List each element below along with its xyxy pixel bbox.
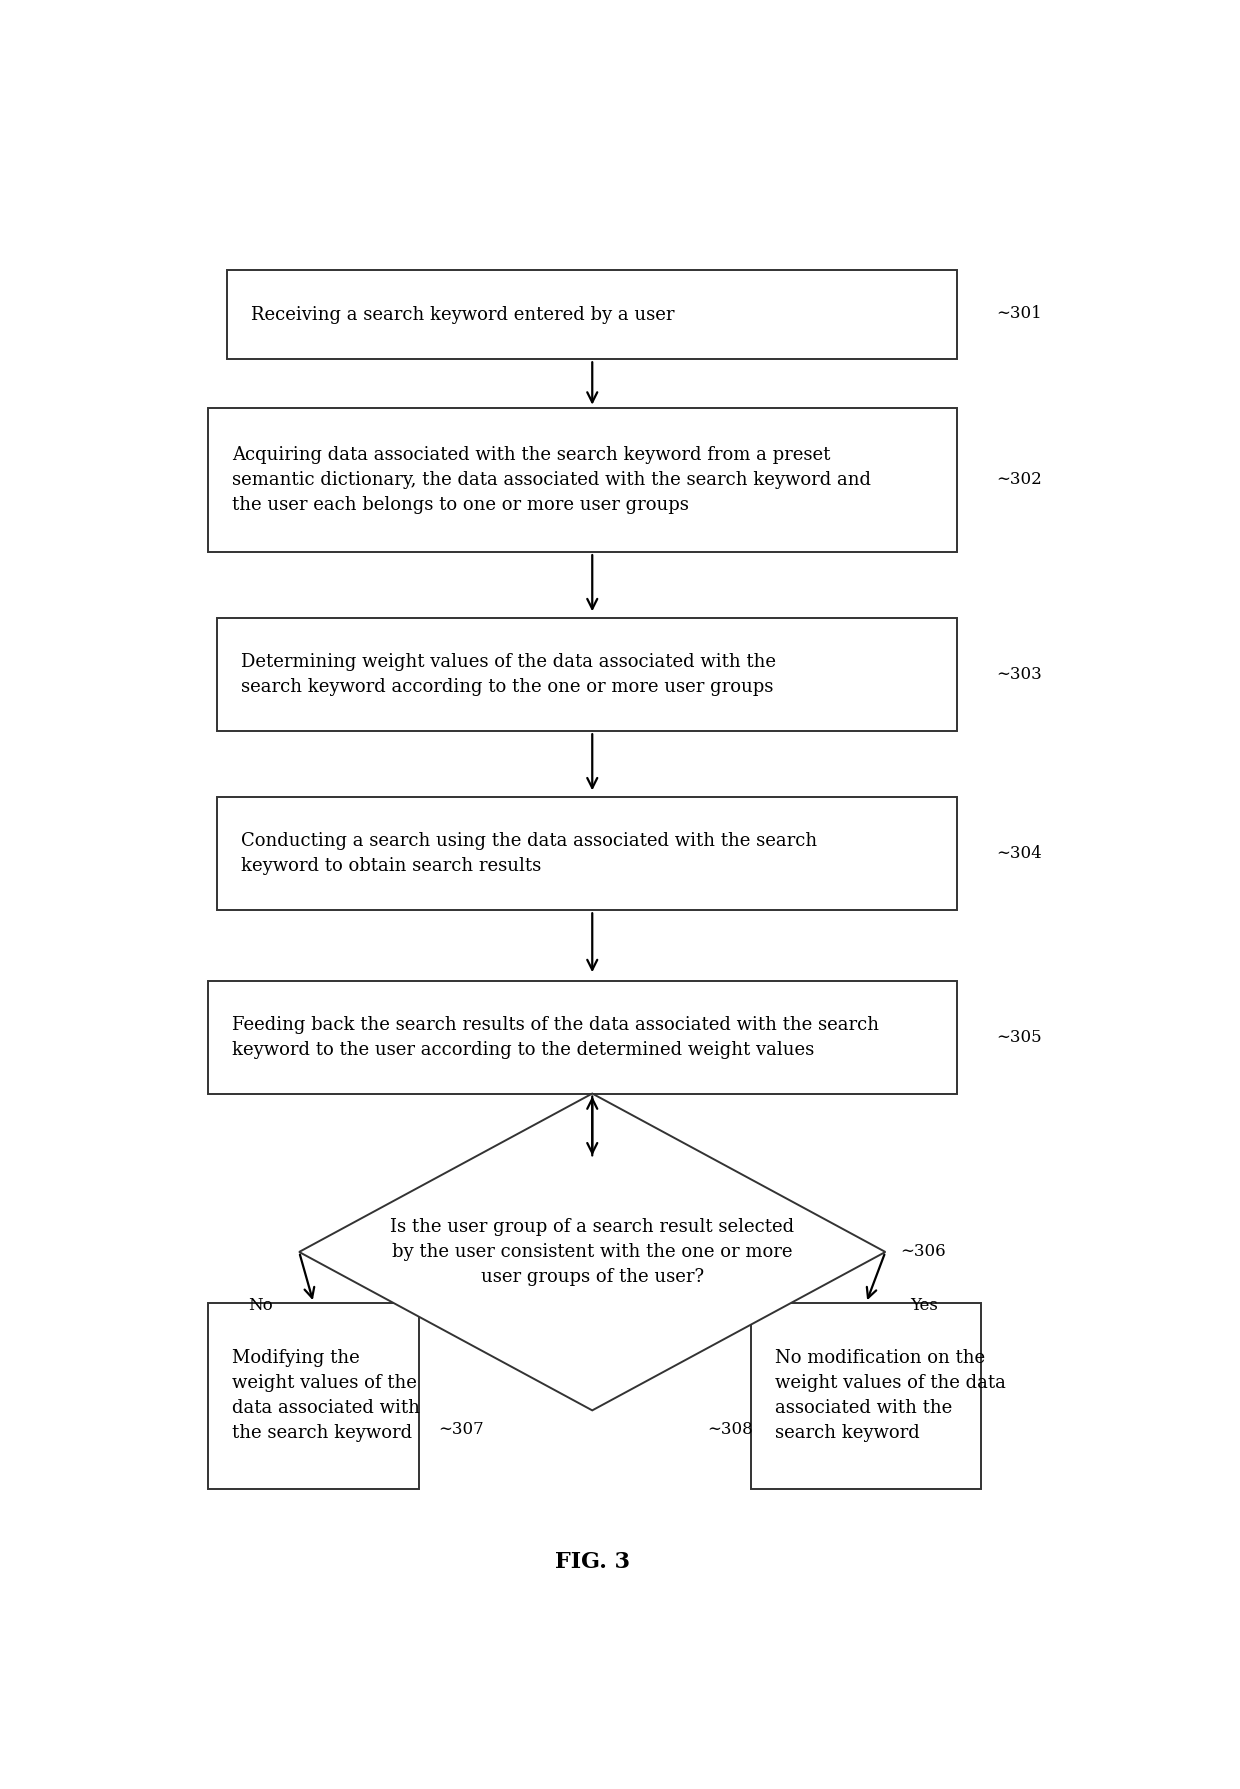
Text: ∼307: ∼307 (439, 1420, 485, 1438)
Text: ∼303: ∼303 (996, 666, 1042, 683)
Text: Yes: Yes (910, 1297, 937, 1315)
Text: Is the user group of a search result selected
by the user consistent with the on: Is the user group of a search result sel… (391, 1218, 795, 1286)
Bar (217, 798, 957, 911)
Bar (208, 980, 957, 1093)
Bar (227, 270, 957, 360)
Polygon shape (299, 1093, 885, 1410)
Text: ∼305: ∼305 (996, 1029, 1042, 1045)
Text: Determining weight values of the data associated with the
search keyword accordi: Determining weight values of the data as… (242, 653, 776, 696)
Text: ∼308: ∼308 (708, 1420, 754, 1438)
Text: No: No (248, 1297, 273, 1315)
Bar (208, 1302, 419, 1488)
Bar (217, 619, 957, 732)
Text: ∼304: ∼304 (996, 846, 1042, 862)
Text: No modification on the
weight values of the data
associated with the
search keyw: No modification on the weight values of … (775, 1349, 1006, 1442)
Text: Conducting a search using the data associated with the search
keyword to obtain : Conducting a search using the data assoc… (242, 832, 817, 875)
Text: Feeding back the search results of the data associated with the search
keyword t: Feeding back the search results of the d… (232, 1016, 879, 1059)
Text: ∼302: ∼302 (996, 471, 1042, 488)
Text: Receiving a search keyword entered by a user: Receiving a search keyword entered by a … (250, 306, 675, 324)
Text: Acquiring data associated with the search keyword from a preset
semantic diction: Acquiring data associated with the searc… (232, 445, 870, 513)
Text: FIG. 3: FIG. 3 (554, 1551, 630, 1573)
Bar (208, 408, 957, 553)
Text: ∼301: ∼301 (996, 306, 1042, 322)
Bar (751, 1302, 982, 1488)
Text: ∼306: ∼306 (900, 1243, 945, 1261)
Text: Modifying the
weight values of the
data associated with
the search keyword: Modifying the weight values of the data … (232, 1349, 420, 1442)
